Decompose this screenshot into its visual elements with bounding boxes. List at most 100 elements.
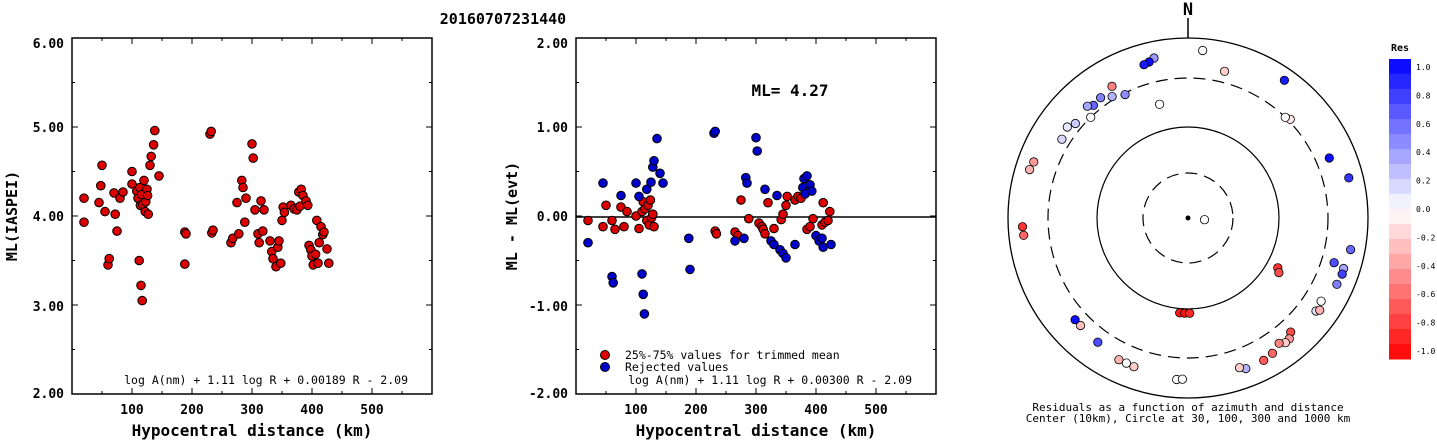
station-marker [1129,362,1139,372]
data-point [148,140,159,150]
data-point [736,195,746,205]
colorbar-tick-label: 0.4 [1416,148,1431,157]
station-marker [1259,355,1269,365]
data-point [601,200,611,211]
data-point [634,223,644,234]
legend-label-trimmed: 25%-75% values for trimmed mean [625,348,840,362]
colorbar-tick-label: 0.2 [1416,177,1431,186]
data-point [598,178,608,188]
station-marker [1114,355,1124,365]
data-point [658,178,668,188]
data-point [648,209,658,219]
panel-ml-iaspei: 6.00 5.00 4.00 3.00 2.00 100 200 300 400… [3,37,433,440]
data-point [808,213,818,224]
station-marker [1029,157,1039,167]
station-marker [1329,258,1339,268]
data-point [769,239,779,250]
data-point [208,225,218,235]
data-point [817,233,827,244]
station-marker [1121,358,1132,368]
data-point [247,139,257,149]
data-point [110,209,120,219]
data-point [802,171,812,181]
station-marker [1220,66,1230,76]
station-marker [1234,363,1245,373]
data-point [634,191,644,202]
data-point [763,197,773,208]
data-point [256,196,266,206]
y-tick-label: 6.00 [33,37,64,52]
data-point [744,213,754,224]
station-marker [1139,60,1149,70]
colorbar-cell [1389,194,1411,210]
ring-1000km [1007,37,1369,399]
station-marker [1025,165,1035,175]
data-point [608,278,619,288]
colorbar-cell [1389,59,1411,75]
colorbar-cell [1389,299,1411,315]
data-point [760,184,770,195]
colorbar-tick-label: 0.0 [1416,205,1431,214]
data-point [639,309,650,319]
colorbar-cell [1389,239,1411,255]
x-tick-label: 400 [300,403,324,418]
north-label: N [1183,0,1193,20]
data-point [685,264,695,275]
y-tick-label: 0.00 [537,210,568,225]
colorbar-tick-label: -0.2 [1416,233,1435,242]
x-axis-label: Hypocentral distance (km) [132,421,373,440]
colorbar-tick-label: 0.8 [1416,91,1431,100]
ml-annotation: ML= 4.27 [751,81,828,100]
data-point [781,200,791,211]
data-point [314,237,325,248]
ring-30km [1142,172,1234,264]
colorbar-tick-label: -0.4 [1416,262,1435,271]
colorbar: Res 1.0 0.8 0.6 0.4 0.2 0.0 -0.2 -0.4 -0.6 -0.8 -1… [1389,43,1435,360]
tick-marks [576,38,936,394]
data-point [619,221,629,232]
station-marker [1107,81,1117,92]
data-point [825,206,835,217]
colorbar-cell [1389,104,1411,120]
data-point [322,244,332,254]
colorbar-cell [1389,179,1411,195]
x-tick-label: 200 [180,403,204,418]
station-marker [1274,338,1284,348]
station-marker [1057,134,1067,144]
y-axis-label: ML(IASPEI) [3,171,21,261]
station-marker [1279,75,1290,85]
x-ticks: 100 200 300 400 500 [120,403,384,418]
ring-300km [1047,77,1329,359]
x-tick-label: 400 [804,403,828,418]
station-marker [1177,374,1188,384]
data-point [258,226,268,236]
colorbar-cell [1389,74,1411,90]
data-point [637,269,647,279]
station-marker [1155,99,1165,109]
data-point [807,186,817,196]
legend-label-rejected: Rejected values [625,360,729,374]
data-point [137,295,147,306]
data-point [232,197,242,208]
data-point [684,233,694,244]
data-point [94,197,104,208]
station-marker [1120,90,1130,100]
y-tick-label: -1.00 [529,300,568,315]
data-point [181,229,191,239]
colorbar-cells [1389,59,1411,360]
colorbar-tick-label: -0.6 [1416,290,1435,299]
data-point [248,153,258,163]
plot-frame [71,37,433,395]
data-point [781,252,791,263]
figure-title: 20160707231440 [440,10,566,28]
station-marker [1316,296,1326,306]
colorbar-labels: 1.0 0.8 0.6 0.4 0.2 0.0 -0.2 -0.4 -0.6 -0.8 -1.0 [1416,63,1435,356]
data-point [583,237,593,248]
y-tick-label: 2.00 [537,37,568,52]
tick-marks [72,38,432,394]
data-points [583,126,836,319]
colorbar-cell [1389,284,1411,300]
data-point [769,223,779,234]
colorbar-cell [1389,149,1411,165]
